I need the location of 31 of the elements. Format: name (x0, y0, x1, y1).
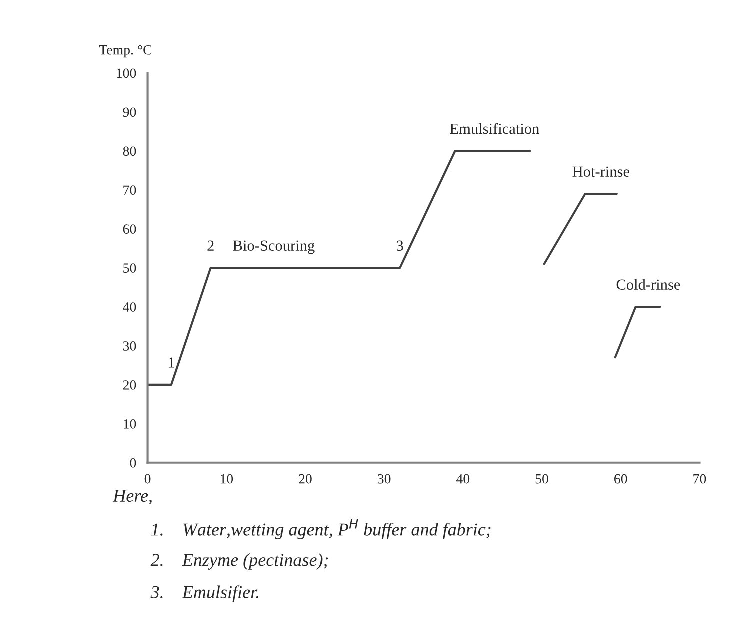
annotation: 3 (397, 240, 404, 252)
y-tick-label: 10 (124, 419, 136, 429)
annotation: Bio-Scouring (233, 240, 315, 254)
x-tick-label: 20 (299, 474, 312, 484)
x-tick-label: 70 (694, 474, 706, 484)
y-tick-label: 30 (123, 342, 136, 351)
x-tick-label: 10 (220, 474, 234, 484)
text: 1. Water,wetting agent, P$^{H}$ buffer and fabric; (151, 520, 491, 540)
y-axis-title: Temp. °C (99, 45, 152, 58)
text: 3. Emulsifier. (150, 586, 258, 602)
x-tick-label: 50 (536, 474, 548, 484)
annotation: 2 (208, 240, 214, 251)
y-tick-label: 20 (123, 380, 136, 390)
annotation: 1 (168, 358, 174, 368)
annotation: Hot-rinse (572, 166, 630, 177)
annotation: Cold-rinse (616, 279, 680, 290)
text: 2. Enzyme (pectinase); (150, 554, 328, 570)
x-tick-label: 30 (378, 474, 391, 484)
y-tick-label: 50 (124, 264, 136, 273)
y-tick-label: 80 (123, 146, 136, 156)
y-tick-label: 70 (124, 186, 136, 196)
y-tick-label: 40 (123, 302, 136, 312)
x-tick-label: 0 (144, 474, 151, 484)
x-tick-label: 40 (456, 474, 470, 484)
y-tick-label: 90 (123, 108, 136, 118)
y-tick-label: 100 (117, 68, 136, 78)
text: Here, (112, 490, 152, 505)
annotation: Emulsification (450, 123, 540, 134)
y-tick-label: 0 (130, 458, 136, 468)
y-tick-label: 60 (123, 224, 136, 234)
x-tick-label: 60 (614, 474, 628, 484)
